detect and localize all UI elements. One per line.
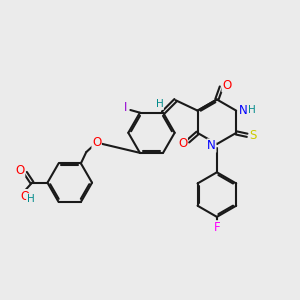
Text: H: H: [248, 105, 256, 115]
Text: N: N: [207, 139, 216, 152]
Text: F: F: [214, 221, 220, 234]
Text: H: H: [156, 99, 164, 110]
Text: O: O: [20, 190, 29, 202]
Text: S: S: [249, 129, 257, 142]
Text: H: H: [27, 194, 34, 204]
Text: O: O: [16, 164, 25, 177]
Text: O: O: [222, 79, 231, 92]
Text: O: O: [92, 136, 101, 149]
Text: I: I: [124, 101, 127, 114]
Text: N: N: [239, 104, 248, 117]
Text: O: O: [178, 137, 187, 150]
